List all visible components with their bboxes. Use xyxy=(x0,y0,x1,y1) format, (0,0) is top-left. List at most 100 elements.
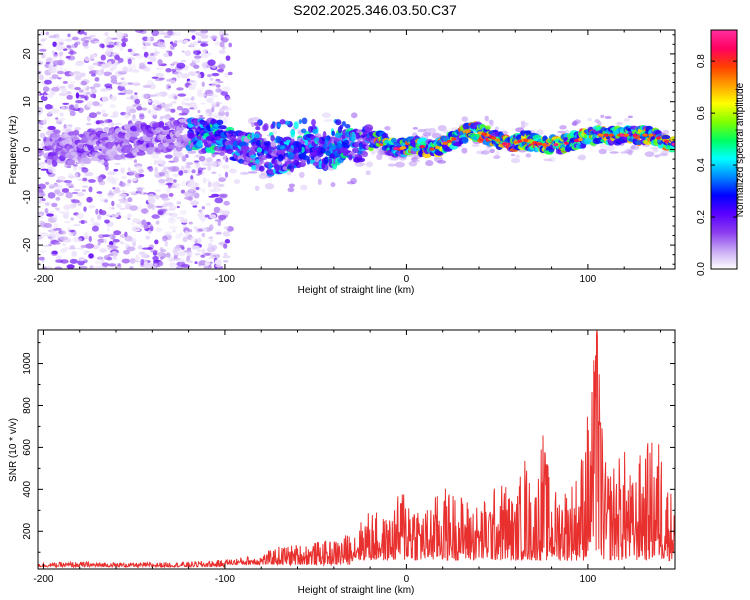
spectrogram-cell xyxy=(59,112,64,117)
spectrogram-cell xyxy=(200,102,207,105)
spectrogram-cell xyxy=(187,80,192,83)
spectrogram-cell xyxy=(170,41,174,45)
spectrogram-streak xyxy=(357,150,363,155)
spectrogram-cell xyxy=(489,148,495,154)
spectrogram-cell xyxy=(443,129,449,134)
spectrogram-streak xyxy=(263,123,269,131)
spectrogram-cell xyxy=(154,263,158,266)
spectrogram-cell xyxy=(189,42,194,47)
spectrogram-streak xyxy=(328,158,333,165)
spectrogram-cell xyxy=(207,52,213,56)
spectrogram-cell xyxy=(201,248,206,252)
spectrogram-cell xyxy=(188,260,193,264)
spectrogram-cell xyxy=(89,86,96,89)
spectrogram-cell xyxy=(168,192,174,197)
snr-axes: -200 -100 0 100 200 400 600 800 1000 xyxy=(22,330,675,585)
spectrogram-peak xyxy=(603,133,609,137)
spectrogram-cell xyxy=(219,41,225,48)
spectrogram-cell xyxy=(149,36,155,42)
spectrogram-streak xyxy=(255,159,260,165)
spectrogram-cell xyxy=(73,188,81,192)
spectrogram-streak xyxy=(256,147,263,153)
spectrogram-cell xyxy=(172,42,178,47)
spectrogram-cell xyxy=(176,205,180,209)
spectrogram-cell xyxy=(214,40,220,46)
spectrogram-streak xyxy=(293,156,300,162)
snr-xlabel: Height of straight line (km) xyxy=(298,585,415,596)
spectrogram-cell xyxy=(233,178,241,184)
spectrogram-cell xyxy=(91,73,96,77)
spectrogram-cell xyxy=(155,67,164,70)
spectrogram-cell xyxy=(323,119,334,122)
spectrogram-streak xyxy=(270,135,275,142)
spectrogram-ytick-label: 20 xyxy=(22,48,33,60)
spectrogram-streak xyxy=(312,128,319,135)
spectrogram-cell xyxy=(258,173,268,180)
spectrogram-cell xyxy=(223,226,230,230)
spectrogram-peak xyxy=(464,130,470,134)
spectrogram-cell xyxy=(132,82,141,87)
snr-ylabel: SNR (10 * v/v) xyxy=(8,418,19,482)
spectrogram-cell xyxy=(141,107,148,111)
spectrogram-peak xyxy=(501,142,507,146)
spectrogram-ylabel: Frequency (Hz) xyxy=(8,116,19,185)
spectrogram-cell xyxy=(97,241,101,246)
spectrogram-cell xyxy=(169,225,178,230)
spectrogram-cell xyxy=(189,236,197,243)
spectrogram-cell xyxy=(108,206,113,210)
snr-frame xyxy=(37,329,676,570)
spectrogram-cell xyxy=(207,74,212,78)
spectrogram-cell xyxy=(99,43,105,48)
spectrogram-cell xyxy=(135,254,140,260)
spectrogram-cell xyxy=(127,217,131,220)
spectrogram-cell xyxy=(44,79,52,85)
spectrogram-cell xyxy=(176,248,183,252)
spectrogram-cell xyxy=(55,117,59,120)
spectrogram-cell xyxy=(211,171,217,174)
spectrogram-cell xyxy=(76,192,85,197)
spectrogram-ridge-cell xyxy=(361,151,369,158)
snr-xtick-label: 0 xyxy=(404,574,410,585)
spectrogram-cell xyxy=(107,61,112,68)
spectrogram-cell xyxy=(71,191,79,195)
spectrogram-streak xyxy=(341,121,347,127)
spectrogram-cell xyxy=(412,159,421,163)
spectrogram-cell xyxy=(167,94,173,99)
spectrogram-cell xyxy=(103,71,112,76)
spectrogram-cell xyxy=(42,244,51,247)
spectrogram-cell xyxy=(159,193,169,199)
spectrogram-cell xyxy=(201,81,205,87)
spectrogram-cell xyxy=(152,255,159,261)
spectrogram-cell xyxy=(170,212,178,218)
spectrogram-cell xyxy=(74,127,82,131)
spectrogram-cell xyxy=(605,144,615,151)
spectrogram-cell xyxy=(124,111,130,115)
spectrogram-cell xyxy=(84,171,94,177)
spectrogram-cell xyxy=(218,214,227,221)
spectrogram-cell xyxy=(217,64,224,68)
spectrogram-cell xyxy=(39,93,49,96)
spectrogram-cell xyxy=(152,114,158,120)
spectrogram-cell xyxy=(189,30,196,33)
spectrogram-cell xyxy=(88,34,96,38)
spectrogram-cell xyxy=(147,203,153,209)
spectrogram-cell xyxy=(117,92,126,95)
spectrogram-cell xyxy=(45,31,49,36)
spectrogram-cell xyxy=(161,235,168,242)
spectrogram-cell xyxy=(172,61,179,65)
spectrogram-cell xyxy=(75,72,80,77)
spectrogram-cell xyxy=(239,171,250,175)
spectrogram-cell xyxy=(129,108,137,114)
spectrogram-cell xyxy=(254,185,260,191)
spectrogram-cell xyxy=(127,236,133,242)
spectrogram-cell xyxy=(57,77,62,80)
spectrogram-ridge-cell xyxy=(162,125,171,131)
spectrogram-cell xyxy=(147,197,156,204)
spectrogram-cell xyxy=(222,164,230,169)
spectrogram-cell xyxy=(69,245,76,249)
spectrogram-cell xyxy=(39,220,45,226)
spectrogram-cell xyxy=(118,193,127,198)
spectrogram-cell xyxy=(164,107,169,113)
spectrogram-ridge-cell xyxy=(158,121,165,128)
spectrogram-cell xyxy=(215,231,222,235)
